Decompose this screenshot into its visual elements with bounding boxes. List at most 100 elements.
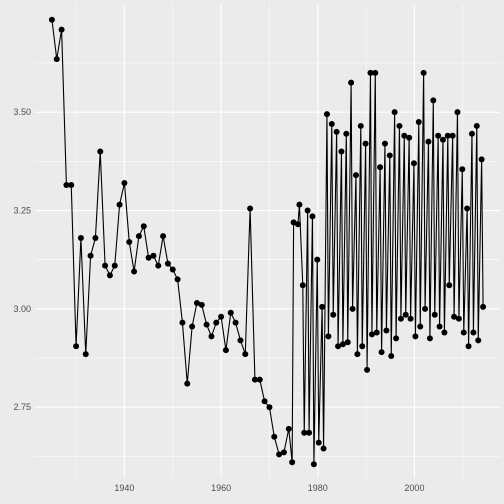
data-point xyxy=(475,337,482,344)
data-point xyxy=(296,201,303,208)
data-point xyxy=(435,132,442,139)
data-point xyxy=(320,445,327,452)
data-point xyxy=(179,319,186,326)
data-point xyxy=(58,26,65,33)
data-point xyxy=(193,299,200,306)
data-point xyxy=(430,97,437,104)
data-point xyxy=(97,148,104,155)
data-point xyxy=(227,309,234,316)
data-point xyxy=(145,254,152,261)
data-point xyxy=(73,343,80,350)
data-point xyxy=(325,333,332,340)
data-point xyxy=(454,109,461,116)
data-point xyxy=(310,461,317,468)
data-point xyxy=(155,262,162,269)
data-point xyxy=(349,305,356,312)
data-point xyxy=(271,433,278,440)
data-point xyxy=(425,138,432,145)
data-point xyxy=(468,130,475,137)
data-point xyxy=(203,321,210,328)
data-point xyxy=(396,122,403,129)
data-point xyxy=(242,351,249,358)
data-point xyxy=(378,349,385,356)
data-point xyxy=(354,351,361,358)
x-axis-tick-labels: 1940 1960 1980 2000 xyxy=(114,483,424,493)
data-point xyxy=(410,160,417,167)
data-point xyxy=(53,56,60,63)
data-point xyxy=(299,282,306,289)
data-point xyxy=(160,233,167,240)
data-point xyxy=(368,331,375,338)
data-point xyxy=(285,425,292,432)
y-tick-label: 3.50 xyxy=(13,107,31,117)
data-point xyxy=(106,272,113,279)
data-point xyxy=(446,282,453,289)
data-point xyxy=(388,353,395,360)
data-point xyxy=(92,235,99,242)
data-point xyxy=(359,343,366,350)
data-point xyxy=(465,343,472,350)
data-point xyxy=(460,329,467,336)
data-point xyxy=(431,311,438,318)
data-point xyxy=(436,323,443,330)
data-point xyxy=(261,398,268,405)
x-tick-label: 1940 xyxy=(114,483,134,493)
data-point xyxy=(362,140,369,147)
data-point xyxy=(391,109,398,116)
data-point xyxy=(150,252,157,259)
data-point xyxy=(304,207,311,214)
data-point xyxy=(309,213,316,220)
data-point xyxy=(451,313,458,320)
data-point xyxy=(367,69,374,76)
x-tick-label: 2000 xyxy=(404,483,424,493)
data-point xyxy=(301,429,308,436)
data-point xyxy=(116,201,123,208)
data-point xyxy=(294,221,301,228)
data-point xyxy=(480,303,487,310)
data-point xyxy=(459,166,466,173)
data-point xyxy=(426,335,433,342)
data-point xyxy=(372,69,379,76)
data-point xyxy=(140,223,147,230)
data-point xyxy=(266,404,273,411)
data-point xyxy=(247,205,254,212)
data-point xyxy=(323,111,330,118)
data-point xyxy=(68,181,75,188)
data-point xyxy=(339,341,346,348)
data-point xyxy=(218,313,225,320)
data-point xyxy=(455,315,462,322)
series-line xyxy=(51,19,484,465)
data-point xyxy=(276,451,283,458)
data-point xyxy=(77,235,84,242)
data-point xyxy=(478,156,485,163)
series-points xyxy=(48,16,487,468)
data-point xyxy=(280,449,287,456)
data-point xyxy=(441,329,448,336)
data-point xyxy=(343,130,350,137)
data-point xyxy=(406,134,413,141)
data-point xyxy=(449,132,456,139)
data-point xyxy=(335,343,342,350)
data-point xyxy=(348,79,355,86)
data-point xyxy=(87,252,94,259)
data-point xyxy=(470,329,477,336)
data-point xyxy=(333,128,340,135)
data-point xyxy=(473,122,480,129)
y-tick-label: 3.25 xyxy=(13,206,31,216)
data-point xyxy=(464,205,471,212)
y-axis-tick-labels: 2.75 3.00 3.25 3.50 xyxy=(13,107,31,412)
data-point xyxy=(377,164,384,171)
data-point xyxy=(315,439,322,446)
data-point xyxy=(383,327,390,334)
data-point xyxy=(251,376,258,383)
data-point xyxy=(102,262,109,269)
data-point xyxy=(189,323,196,330)
data-point xyxy=(314,256,321,263)
data-point xyxy=(444,132,451,139)
data-point xyxy=(256,376,263,383)
data-point xyxy=(344,339,351,346)
data-point xyxy=(439,136,446,143)
data-point xyxy=(174,276,181,283)
data-point xyxy=(232,319,239,326)
